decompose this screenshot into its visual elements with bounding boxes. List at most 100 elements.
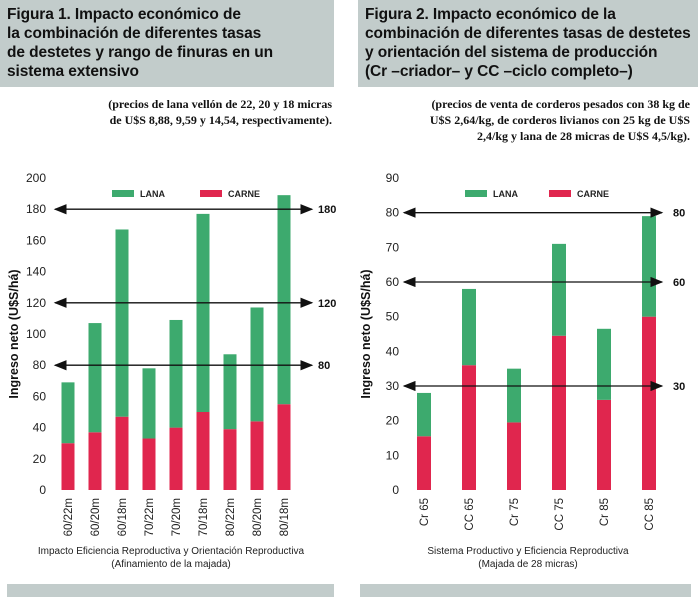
bar-carne: [115, 416, 129, 490]
figure-2-footer-bar: [360, 584, 691, 597]
y-tick-label: 50: [386, 310, 400, 324]
y-tick-label: 100: [26, 327, 46, 341]
y-tick-label: 40: [33, 421, 47, 435]
y-tick-label: 0: [392, 483, 399, 497]
legend-lana-swatch: [465, 190, 487, 197]
bar-lana: [552, 243, 566, 336]
x-tick-label: 70/20m: [171, 498, 183, 536]
figure-1-subtitle-line: (precios de lana vellón de 22, 20 y 18 m…: [108, 97, 332, 111]
y-tick-label: 120: [26, 296, 46, 310]
x-tick-label: CC 65: [464, 498, 476, 531]
y-tick-label: 80: [33, 358, 47, 372]
bar-carne: [196, 412, 210, 490]
bar-lana: [250, 307, 264, 422]
bar-lana: [115, 229, 129, 417]
y-tick-label: 140: [26, 265, 46, 279]
figure-2-subtitle-line: (precios de venta de corderos pesados co…: [431, 97, 690, 111]
figure-1-footer-bar: [7, 584, 334, 597]
figure-1-title-line: la combinación de diferentes tasas: [7, 25, 262, 42]
legend-carne-label: CARNE: [228, 189, 260, 199]
x-axis-label-sub: (Majada de 28 micras): [478, 559, 577, 570]
bar-carne: [277, 404, 291, 490]
x-tick-label: 60/18m: [117, 498, 129, 536]
x-tick-label: Cr 65: [419, 498, 431, 526]
y-tick-label: 20: [33, 452, 47, 466]
chart-2: 0 10 20 30 40 50 60 70 80 90 Ingreso neto (U$S/há)…: [359, 171, 685, 570]
x-tick-label: 80/18m: [279, 498, 291, 536]
bar-lana: [462, 288, 476, 366]
bar-carne: [88, 432, 102, 490]
reference-line-label: 120: [318, 298, 336, 310]
legend-carne-swatch: [549, 190, 571, 197]
x-tick-label: 60/20m: [90, 498, 102, 536]
y-axis-label: Ingreso neto (U$S/há): [359, 269, 373, 398]
figure-2-subtitle-line: 2,4/kg y lana de 28 micras de U$S 4,5/kg…: [476, 129, 690, 143]
x-tick-label: 60/22m: [63, 498, 75, 536]
bar-carne: [223, 429, 237, 490]
figure-2-title-line: Figura 2. Impacto económico de la: [365, 6, 616, 23]
legend-lana-label: LANA: [140, 189, 165, 199]
reference-line-label: 80: [318, 360, 330, 372]
y-tick-label: 160: [26, 233, 46, 247]
x-tick-label: 70/22m: [144, 498, 156, 536]
bar-carne: [642, 316, 656, 490]
y-tick-label: 30: [386, 379, 400, 393]
y-tick-label: 0: [39, 483, 46, 497]
figure-2-subtitle: (precios de venta de corderos pesados co…: [362, 96, 690, 144]
figure-2-title: Figura 2. Impacto económico de la combin…: [358, 0, 698, 87]
legend-lana-swatch: [112, 190, 134, 197]
reference-line-label: 80: [673, 208, 685, 220]
bar-lana: [507, 368, 521, 423]
bar-lana: [642, 216, 656, 317]
y-tick-label: 60: [386, 275, 400, 289]
reference-line-label: 30: [673, 381, 685, 393]
bar-carne: [61, 443, 75, 490]
figure-1-title: Figura 1. Impacto económico de la combin…: [0, 0, 334, 87]
bar-lana: [223, 354, 237, 430]
figure-1-title-line: sistema extensivo: [7, 63, 139, 80]
x-tick-label: CC 75: [554, 498, 566, 531]
bar-lana: [88, 323, 102, 433]
legend-lana-label: LANA: [493, 189, 518, 199]
bar-carne: [507, 422, 521, 490]
chart-1: 0 20 40 60 80 100 120 140 160 180 200 Ingreso neto …: [7, 171, 336, 570]
bar-carne: [597, 399, 611, 490]
x-axis-label: Sistema Productivo y Eficiencia Reproduc…: [427, 546, 629, 557]
bar-lana: [277, 195, 291, 405]
bar-lana: [196, 213, 210, 412]
x-tick-label: CC 85: [644, 498, 656, 531]
x-axis-label: Impacto Eficiencia Reproductiva y Orient…: [38, 546, 305, 557]
legend-carne-label: CARNE: [577, 189, 609, 199]
figure-1-subtitle: (precios de lana vellón de 22, 20 y 18 m…: [30, 96, 332, 128]
figure-2-title-line: (Cr –criador– y CC –ciclo completo–): [365, 63, 633, 80]
figure-1-title-line: Figura 1. Impacto económico de: [7, 6, 241, 23]
figure-2-title-line: combinación de diferentes tasas de deste…: [365, 25, 691, 42]
y-tick-label: 200: [26, 171, 46, 185]
y-axis-label: Ingreso neto (U$S/há): [7, 269, 21, 398]
reference-line-label: 180: [318, 204, 336, 216]
bar-lana: [142, 368, 156, 439]
bar-carne: [142, 438, 156, 490]
x-axis-label-sub: (Afinamiento de la majada): [111, 559, 231, 570]
x-tick-label: 70/18m: [198, 498, 210, 536]
bar-lana: [61, 382, 75, 444]
y-tick-label: 40: [386, 344, 400, 358]
y-tick-label: 90: [386, 171, 400, 185]
y-tick-label: 10: [386, 448, 400, 462]
bar-carne: [417, 436, 431, 490]
bar-carne: [169, 427, 183, 490]
figure-1-subtitle-line: de U$S 8,88, 9,59 y 14,54, respectivamen…: [109, 113, 332, 127]
figure-2-title-line: y orientación del sistema de producción: [365, 44, 658, 61]
bar-carne: [552, 335, 566, 490]
x-tick-label: Cr 75: [509, 498, 521, 526]
bar-lana: [417, 392, 431, 437]
y-tick-label: 180: [26, 202, 46, 216]
bar-carne: [462, 365, 476, 490]
y-tick-label: 20: [386, 414, 400, 428]
reference-line-label: 60: [673, 277, 685, 289]
x-tick-label: 80/20m: [252, 498, 264, 536]
y-tick-label: 60: [33, 389, 47, 403]
bar-lana: [597, 328, 611, 400]
y-tick-label: 70: [386, 240, 400, 254]
bar-lana: [169, 319, 183, 428]
